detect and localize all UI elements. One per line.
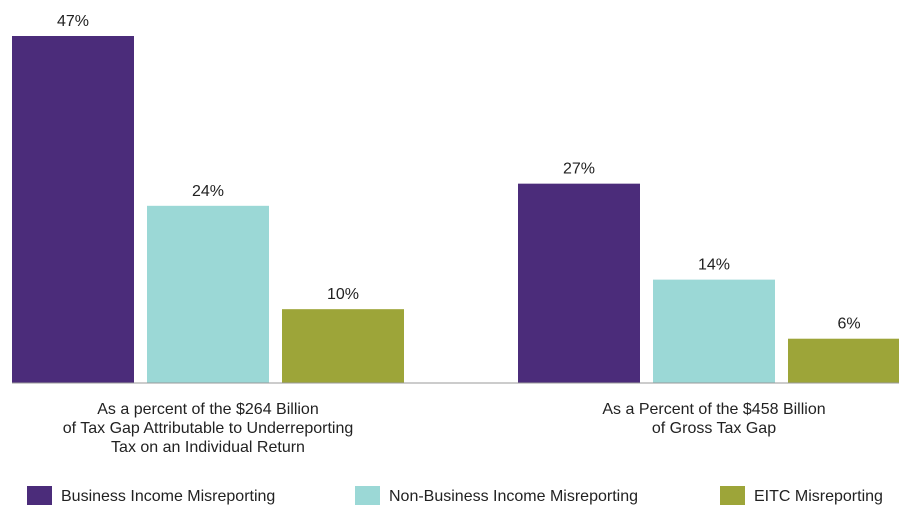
legend-swatch bbox=[27, 486, 52, 505]
value-label: 10% bbox=[327, 286, 359, 303]
legend-swatch bbox=[720, 486, 745, 505]
value-label: 27% bbox=[563, 161, 595, 178]
bar bbox=[147, 205, 269, 383]
x-tick-label: As a Percent of the $458 Billion of Gross… bbox=[602, 401, 825, 437]
x-tick-label: As a percent of the $264 Billion of Tax G… bbox=[63, 401, 354, 456]
bar bbox=[12, 36, 134, 383]
legend-swatch bbox=[355, 486, 380, 505]
bar bbox=[653, 279, 775, 383]
legend-label: EITC Misreporting bbox=[754, 488, 883, 505]
legend-label: Business Income Misreporting bbox=[61, 488, 275, 505]
value-label: 14% bbox=[698, 257, 730, 274]
value-label: 47% bbox=[57, 13, 89, 30]
value-label: 6% bbox=[837, 316, 860, 333]
legend-label: Non-Business Income Misreporting bbox=[389, 488, 638, 505]
value-label: 24% bbox=[192, 183, 224, 200]
bar bbox=[788, 338, 899, 383]
bar bbox=[282, 309, 404, 383]
bar bbox=[518, 183, 640, 383]
